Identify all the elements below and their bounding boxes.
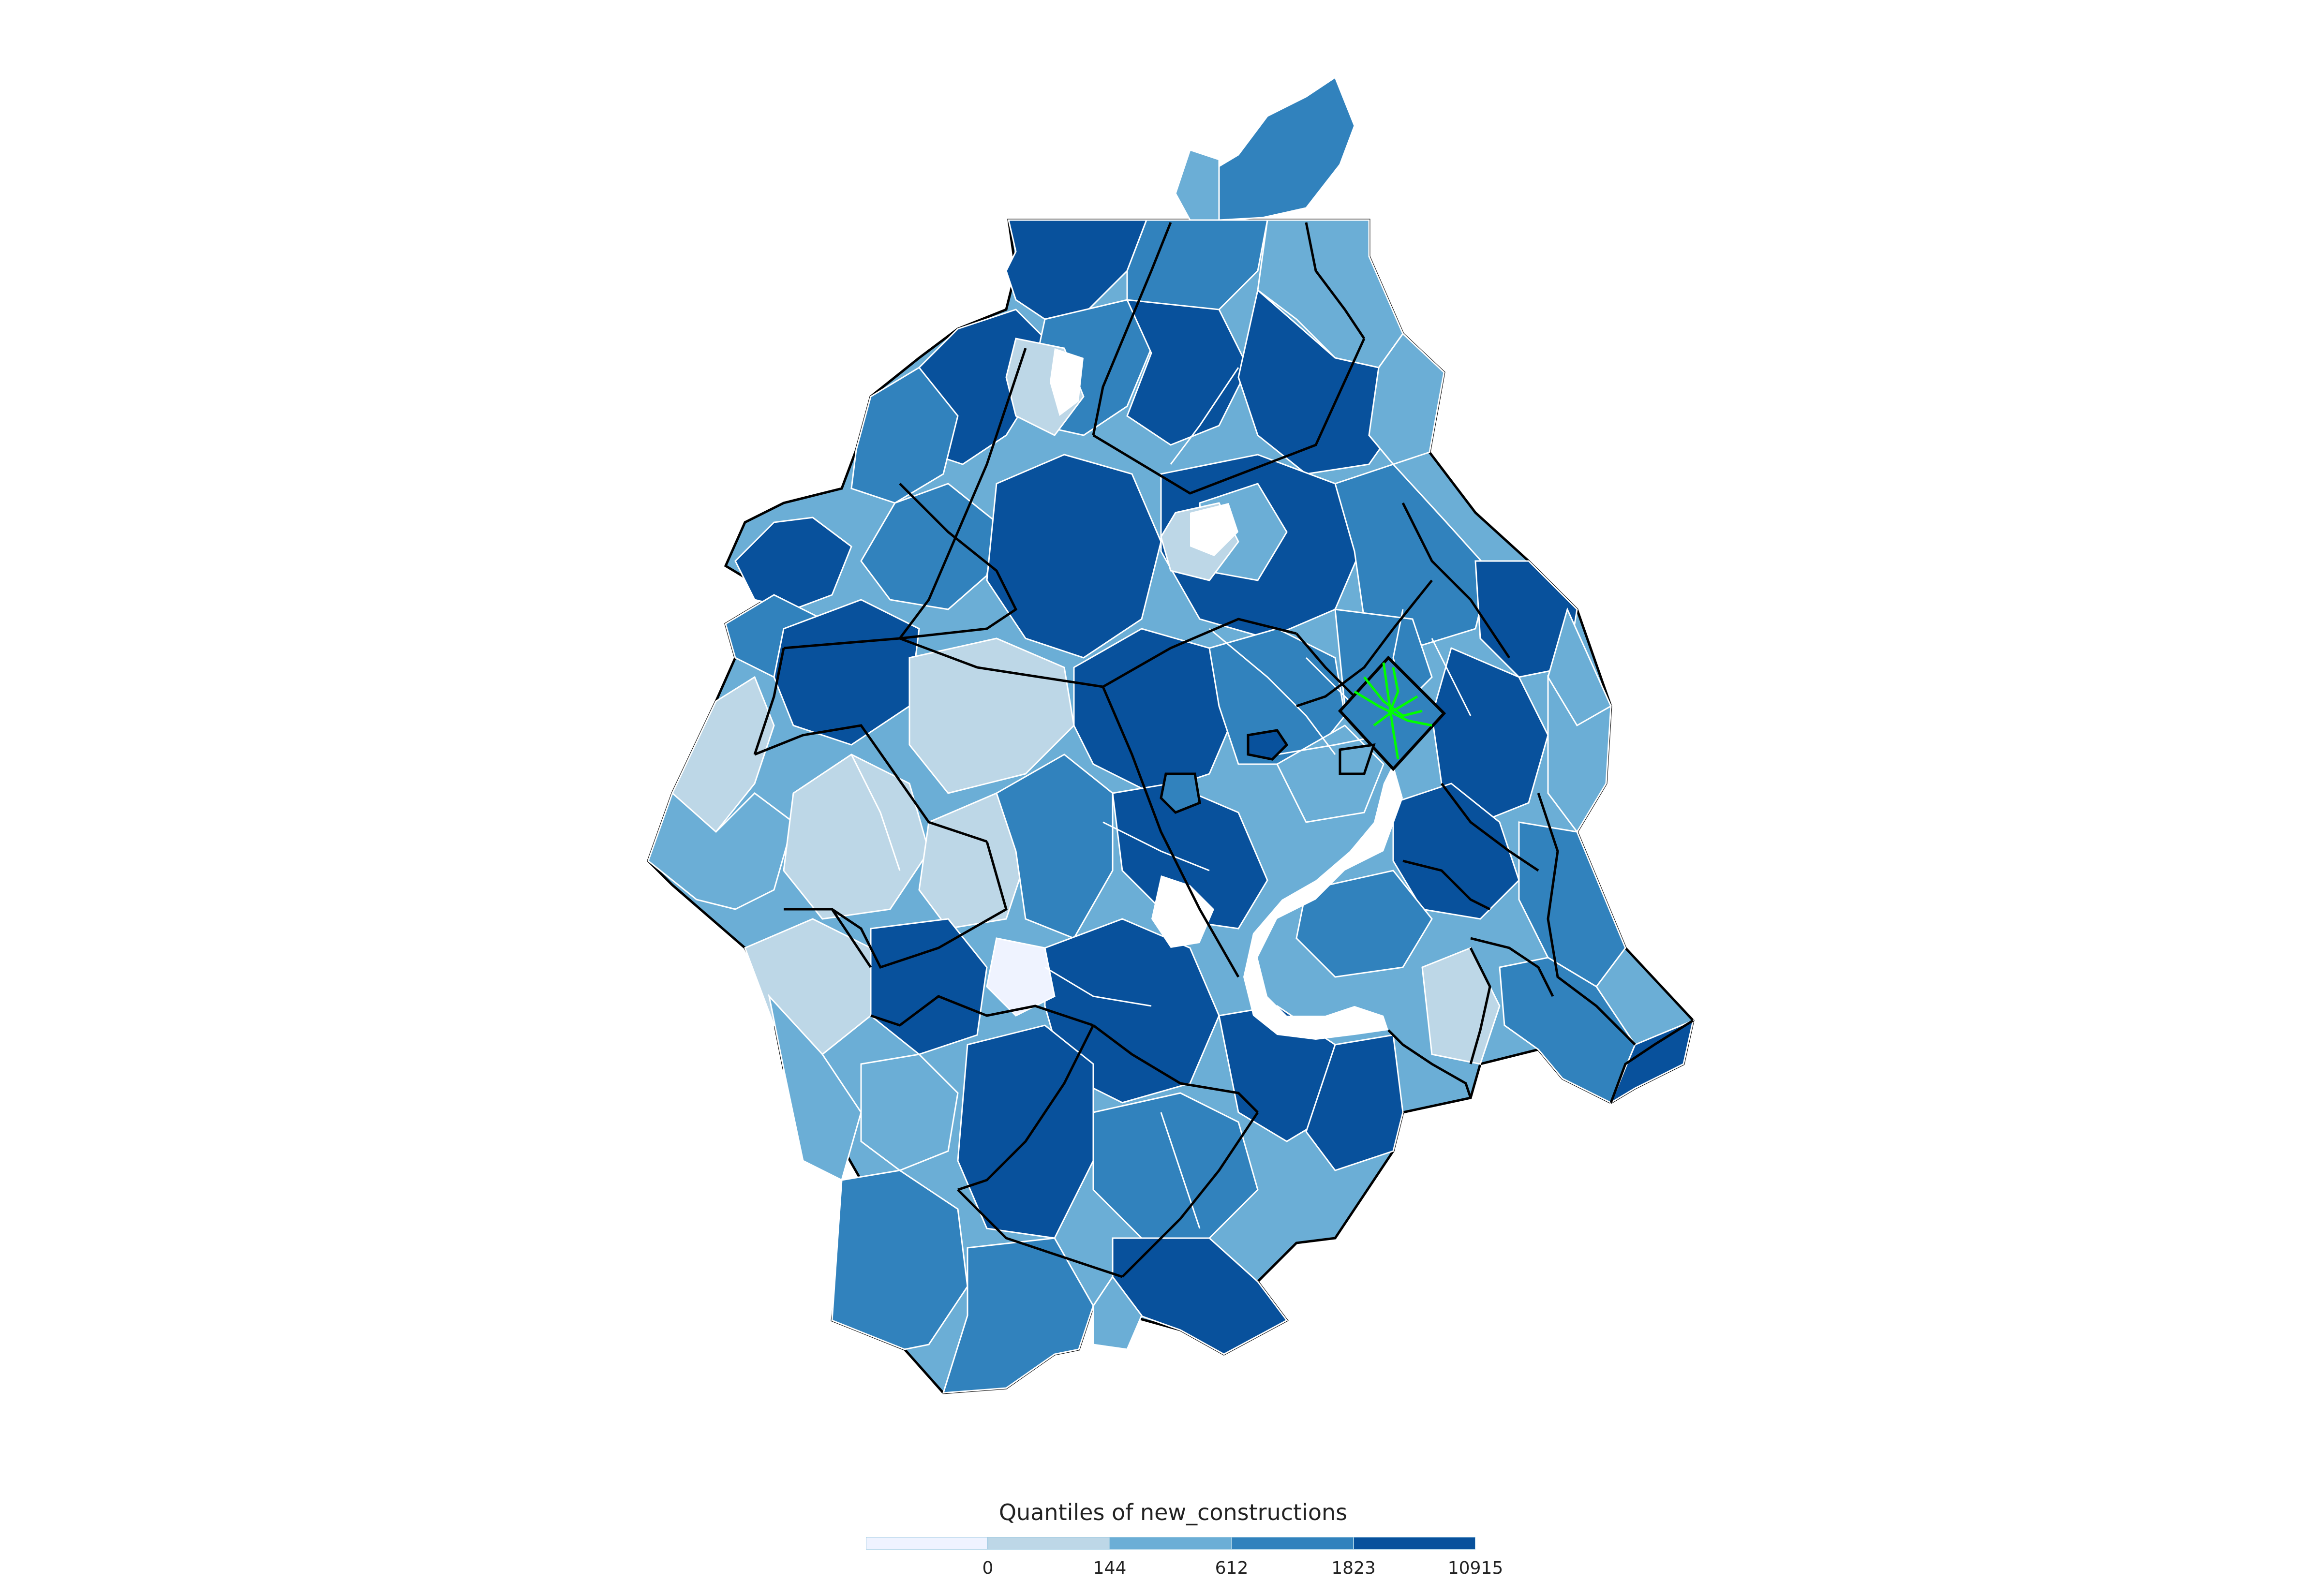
- county-border-line: [1296, 579, 1433, 708]
- county-border-line: [754, 724, 987, 843]
- tract-upper-mid-b: [1126, 299, 1249, 446]
- tract-border-line: [1044, 966, 1152, 1007]
- county-border-line: [1387, 1029, 1472, 1098]
- county-border-line: [753, 648, 785, 755]
- legend-tick-label: 612: [1215, 1558, 1249, 1578]
- tract-border-line: [1209, 628, 1336, 755]
- county-borders: [753, 222, 1694, 1278]
- legend-tick-label: 144: [1093, 1558, 1127, 1578]
- county-border-line: [783, 637, 900, 650]
- county-border-line: [1092, 222, 1172, 436]
- tract-border-line: [1160, 1112, 1201, 1229]
- tract-center-dark-1: [986, 454, 1162, 659]
- county-border-line: [957, 1189, 1123, 1278]
- water-body-west: [1151, 875, 1214, 948]
- tract-west-upper: [850, 367, 959, 504]
- tract-south-center-mid: [1092, 1092, 1259, 1239]
- tract-south-mid-light: [860, 1053, 959, 1171]
- tract-far-north: [1189, 76, 1355, 221]
- county-border-line: [1092, 338, 1366, 495]
- tract-metro-east: [1431, 647, 1549, 823]
- county-border-line: [1441, 783, 1539, 872]
- tract-east-light-strip: [1547, 674, 1612, 833]
- legend-tick-label: 0: [982, 1558, 994, 1578]
- enclave-city-2: [1160, 772, 1201, 814]
- water-body-northwest: [1050, 348, 1084, 416]
- transit-lines: [1354, 662, 1432, 760]
- legend-swatch: [1110, 1537, 1232, 1550]
- enclave-city-3: [1339, 743, 1376, 775]
- transit-line: [1354, 690, 1432, 727]
- county-border-line: [1537, 793, 1636, 1046]
- tract-se-d: [1421, 947, 1501, 1065]
- tract-se-c: [1295, 870, 1433, 978]
- county-border-line: [899, 637, 1103, 688]
- legend-swatch: [988, 1537, 1110, 1550]
- tract-light-mid-2: [783, 754, 930, 920]
- tract-border-line: [1431, 638, 1472, 716]
- tract-center-dark-2: [1073, 628, 1239, 794]
- tract-se-a: [1392, 783, 1520, 920]
- tract-west-mid-1: [860, 483, 997, 610]
- county-border-line: [1401, 502, 1511, 659]
- tract-north-tip: [1175, 149, 1220, 221]
- county-border-line: [1470, 937, 1554, 997]
- tract-upper-east-edge: [1368, 332, 1445, 465]
- county-border-line: [899, 483, 1018, 640]
- tract-border-line: [850, 754, 901, 871]
- tract-east-mid-b: [1334, 463, 1491, 649]
- tract-border-line: [1102, 821, 1210, 872]
- county-border-line: [870, 995, 1094, 1027]
- county-border-line: [1092, 1024, 1259, 1113]
- county-border-line: [831, 841, 1008, 969]
- legend-tick-label: 10915: [1447, 1558, 1503, 1578]
- tract-border-line: [1170, 367, 1239, 465]
- county-border-line: [1102, 618, 1297, 688]
- county-border-line: [899, 348, 1027, 639]
- legend-swatch: [1354, 1537, 1475, 1550]
- legend-swatch: [1232, 1537, 1354, 1550]
- tract-south-center-dark: [957, 1024, 1094, 1239]
- tract-upper-east: [1237, 289, 1404, 475]
- county-border-line: [1402, 859, 1491, 911]
- tract-west-knob: [734, 517, 852, 610]
- tract-far-south-b: [942, 1237, 1094, 1394]
- legend-swatch: [866, 1537, 988, 1550]
- transit-line: [1373, 695, 1418, 726]
- county-border-line: [1469, 947, 1491, 1064]
- county-border-line: [1609, 1019, 1694, 1103]
- county-border-line: [957, 1024, 1095, 1191]
- county-border-line: [1121, 1111, 1259, 1278]
- tract-far-south-a: [831, 1169, 968, 1350]
- county-border-line: [1305, 222, 1366, 340]
- county-border-line: [784, 908, 872, 968]
- legend-title: Quantiles of new_constructions: [998, 1499, 1348, 1525]
- tract-south-dark-1: [1044, 918, 1220, 1104]
- water-body-north: [1190, 503, 1238, 556]
- transit-line: [1363, 676, 1423, 717]
- tract-center-col: [996, 754, 1114, 939]
- transit-line: [1387, 667, 1399, 716]
- census-tracts: [647, 76, 1695, 1394]
- legend-colorbar: [866, 1537, 1475, 1550]
- enclave-city: [1247, 729, 1289, 761]
- river: [1243, 764, 1403, 1040]
- tract-far-south-d: [1092, 1275, 1143, 1350]
- legend-tick-label: 1823: [1331, 1558, 1376, 1578]
- county-border-line: [1101, 686, 1240, 978]
